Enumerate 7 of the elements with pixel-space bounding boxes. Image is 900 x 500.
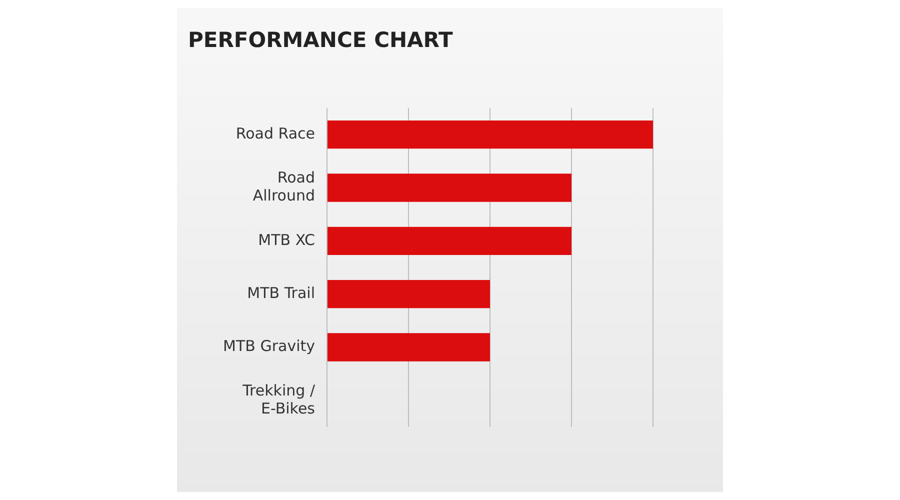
- y-tick-label: Road Race: [236, 124, 315, 142]
- y-tick-label: Road Allround: [252, 168, 315, 205]
- y-tick-label: MTB Trail: [247, 284, 315, 302]
- y-tick-label: MTB Gravity: [223, 337, 316, 356]
- y-tick-label: Trekking / E-Bikes: [242, 381, 316, 418]
- y-tick-label: MTB XC: [258, 230, 315, 249]
- chart-title: PERFORMANCE CHART: [188, 28, 453, 52]
